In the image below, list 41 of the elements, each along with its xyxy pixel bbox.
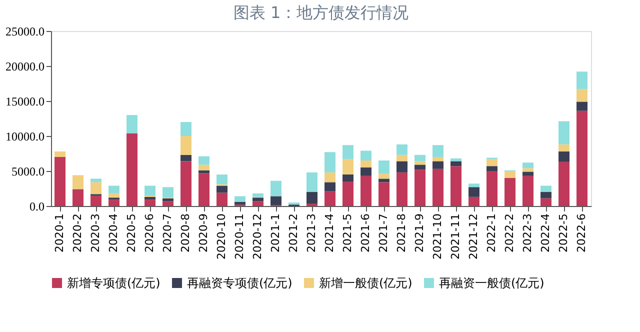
x-tick-label: 2021-10 (431, 214, 444, 260)
x-tick-label: 2020-11 (233, 214, 246, 260)
x-tick-label: 2020-2 (71, 214, 84, 252)
x-tick-label: 2020-7 (161, 214, 174, 252)
x-tick-label: 2021-8 (395, 214, 408, 252)
x-tick-label: 2020-10 (215, 214, 228, 260)
x-tick-label: 2021-12 (467, 214, 480, 260)
x-tick-label: 2021-1 (269, 214, 282, 252)
x-tick-label: 2020-5 (125, 214, 138, 252)
x-tick-label: 2020-8 (179, 214, 192, 252)
y-tick-label: 20000.0 (6, 60, 44, 74)
x-tick-label: 2020-4 (107, 214, 120, 252)
x-tick-label: 2022-4 (539, 214, 552, 252)
x-tick-label: 2020-6 (143, 214, 156, 252)
legend-label: 新增一般债(亿元) (319, 276, 412, 290)
x-tick-label: 2021-11 (449, 214, 462, 260)
x-tick-label: 2021-2 (287, 214, 300, 252)
y-tick-label: 0.0 (30, 200, 44, 214)
y-tick-label: 10000.0 (6, 130, 44, 144)
x-tick-label: 2021-7 (377, 214, 390, 252)
legend-label: 新增专项债(亿元) (67, 276, 160, 290)
x-tick-label: 2022-2 (503, 214, 516, 252)
x-tick-label: 2022-5 (557, 214, 570, 252)
legend-label: 再融资专项债(亿元) (187, 276, 292, 290)
x-tick-label: 2020-9 (197, 214, 210, 252)
y-tick-label: 5000.0 (12, 164, 44, 178)
x-tick-label: 2022-6 (575, 214, 588, 252)
x-tick-label: 2021-3 (305, 214, 318, 252)
x-tick-label: 2021-4 (323, 214, 336, 252)
y-tick-label: 25000.0 (6, 24, 44, 38)
x-tick-label: 2021-5 (341, 214, 354, 252)
x-tick-label: 2020-3 (89, 214, 102, 252)
x-tick-label: 2021-6 (359, 214, 372, 252)
y-tick-label: 15000.0 (6, 94, 44, 108)
chart-title: 图表 1：地方债发行情况 (233, 3, 409, 22)
x-tick-label: 2021-9 (413, 214, 426, 252)
x-tick-label: 2020-1 (53, 214, 66, 252)
legend-label: 再融资一般债(亿元) (439, 276, 544, 290)
x-tick-label: 2022-1 (485, 214, 498, 252)
x-tick-label: 2020-12 (251, 214, 264, 260)
x-tick-label: 2022-3 (521, 214, 534, 252)
